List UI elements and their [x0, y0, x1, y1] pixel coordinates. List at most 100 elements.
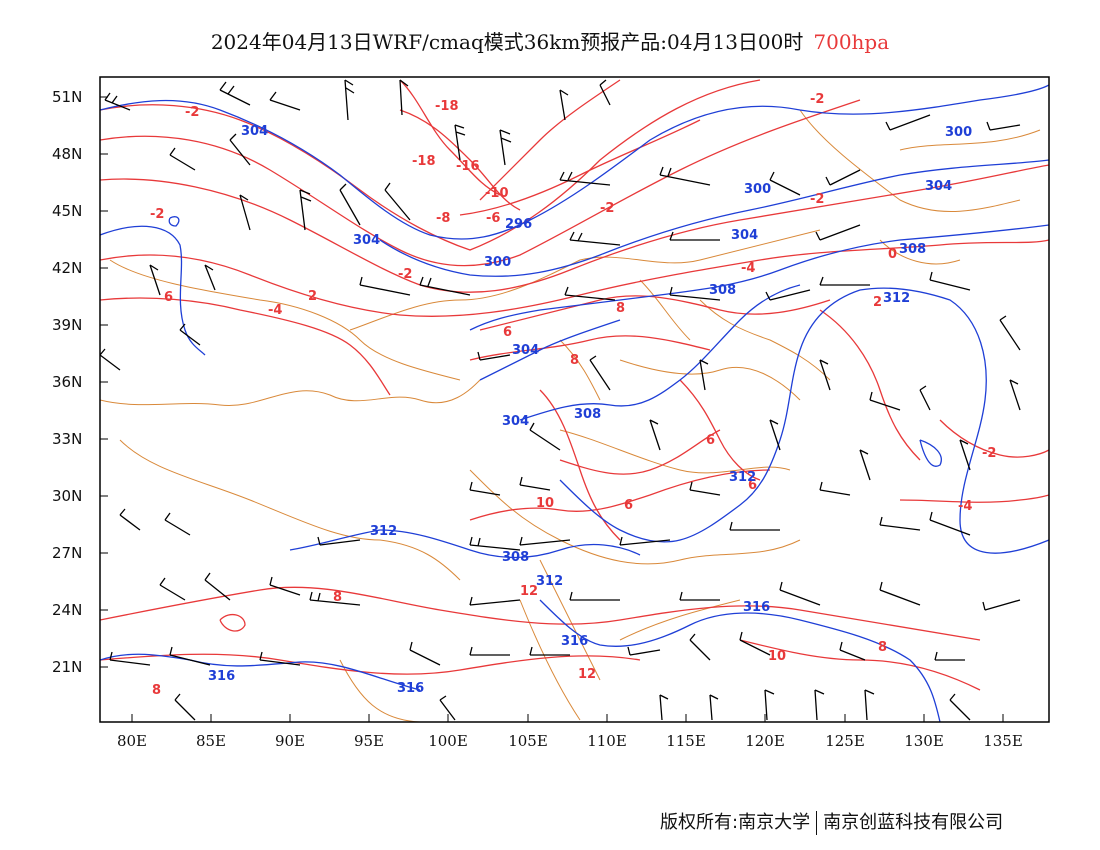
wind-barb-icon: [399, 79, 409, 116]
height-label: 304: [353, 233, 380, 248]
temp-label: 2: [308, 289, 317, 304]
wind-barb-icon: [239, 194, 251, 231]
lon-tick-label: 135E: [983, 732, 1023, 750]
height-label: 300: [945, 125, 972, 140]
temp-label: 8: [333, 590, 342, 605]
temp-label: -2: [185, 105, 199, 120]
wind-barb-icon: [839, 641, 866, 661]
map-frame: [99, 76, 1050, 723]
temp-label: 8: [878, 640, 887, 655]
lon-tick-label: 120E: [745, 732, 785, 750]
lat-tick-label: 36N: [52, 373, 82, 391]
wind-barb-icon: [1009, 379, 1021, 411]
wind-barb-icon: [454, 124, 466, 161]
wind-barb-icon: [269, 91, 301, 111]
wind-barb-icon: [309, 591, 361, 606]
copyright-footer: 版权所有:南京大学 南京创蓝科技有限公司: [660, 808, 1003, 835]
wind-barb-icon: [869, 391, 901, 411]
temp-label: 8: [152, 683, 161, 698]
wind-barb-icon: [344, 79, 355, 121]
wind-barb-icon: [169, 147, 196, 171]
temp-label: -10: [485, 186, 509, 201]
lon-tick-label: 95E: [354, 732, 384, 750]
wind-barb-icon: [149, 264, 161, 296]
wind-barb-icon: [204, 264, 216, 291]
wind-barb-icon: [699, 359, 709, 391]
lat-tick-label: 39N: [52, 316, 82, 334]
height-contours: [100, 84, 1049, 722]
temp-label: -18: [435, 99, 459, 114]
wind-barb-icon: [469, 481, 501, 496]
wind-barb-icon: [409, 641, 441, 666]
wind-barb-icon: [679, 591, 720, 601]
height-label: 312: [370, 524, 397, 539]
height-label: 308: [502, 550, 529, 565]
wind-barb-icon: [299, 189, 312, 231]
lat-tick-label: 48N: [52, 145, 82, 163]
wind-barb-icon: [859, 449, 871, 481]
wind-barb-icon: [819, 276, 870, 286]
wind-barb-icon: [659, 694, 669, 721]
lon-tick-label: 100E: [428, 732, 468, 750]
wind-barb-icon: [999, 315, 1021, 351]
wind-barb-icon: [569, 231, 621, 246]
temp-label: 6: [624, 498, 633, 513]
temp-label: 12: [520, 584, 538, 599]
lon-tick-label: 90E: [275, 732, 305, 750]
wind-barb-icon: [109, 651, 151, 666]
wind-barb-icon: [649, 419, 661, 451]
wind-barb-icon: [769, 419, 781, 451]
temp-label: 8: [616, 301, 625, 316]
wind-barb-icon: [589, 355, 611, 391]
temp-label: 2: [873, 295, 882, 310]
temperature-labels: -2 -18 -18 -16 -10 -8 -6 -2 -2 -2 -2 -4 …: [150, 92, 996, 698]
lat-tick-label: 42N: [52, 259, 82, 277]
wind-barb-icon: [204, 572, 231, 601]
wind-barb-icon: [569, 591, 620, 601]
height-label: 300: [484, 255, 511, 270]
lon-tick-label: 115E: [666, 732, 706, 750]
temp-label: 10: [536, 496, 554, 511]
lat-tick-label: 33N: [52, 430, 82, 448]
temp-label: 12: [578, 667, 596, 682]
wind-barb-icon: [529, 422, 561, 451]
height-label: 308: [709, 283, 736, 298]
height-label: 304: [512, 343, 539, 358]
wind-barb-icon: [864, 689, 875, 721]
temp-label: 6: [503, 325, 512, 340]
wind-barb-icon: [764, 689, 775, 721]
wind-barb-icon: [259, 651, 301, 666]
wind-barb-icon: [499, 129, 512, 166]
wind-barb-icon: [669, 286, 721, 301]
height-labels: 304 300 300 304 296 300 304 308 308 312 …: [208, 124, 972, 696]
lat-tick-label: 24N: [52, 601, 82, 619]
wind-barb-icon: [729, 521, 780, 531]
wind-barb-icon: [559, 171, 611, 186]
temp-label: -4: [958, 499, 972, 514]
boundary-lines: [100, 109, 1041, 722]
wind-barb-icon: [419, 276, 471, 296]
wind-barb-icon: [599, 79, 611, 106]
wind-barb-icon: [885, 114, 931, 131]
wind-barb-icon: [469, 646, 510, 656]
wind-barb-icon: [164, 512, 191, 536]
lon-tick-label: 110E: [587, 732, 627, 750]
wind-barb-icon: [765, 289, 811, 301]
map-plot-area: -2 -18 -18 -16 -10 -8 -6 -2 -2 -2 -2 -4 …: [100, 79, 1049, 722]
copyright-company: 南京创蓝科技有限公司: [823, 812, 1004, 833]
temp-label: -8: [436, 211, 450, 226]
temp-label: 10: [768, 649, 786, 664]
lon-tick-label: 125E: [825, 732, 865, 750]
lon-tick-label: 80E: [117, 732, 147, 750]
wind-barb-icon: [339, 183, 361, 226]
wind-barb-icon: [959, 439, 971, 471]
wind-barb-icon: [469, 596, 521, 606]
height-label: 296: [505, 217, 532, 232]
height-label: 304: [925, 179, 952, 194]
temp-label: -16: [456, 159, 480, 174]
wind-barb-icon: [100, 348, 121, 371]
wind-barb-icon: [689, 633, 711, 661]
temp-label: -2: [150, 207, 164, 222]
chart-title: 2024年04月13日WRF/cmaq模式36km预报产品:04月13日00时 7…: [0, 26, 1100, 55]
